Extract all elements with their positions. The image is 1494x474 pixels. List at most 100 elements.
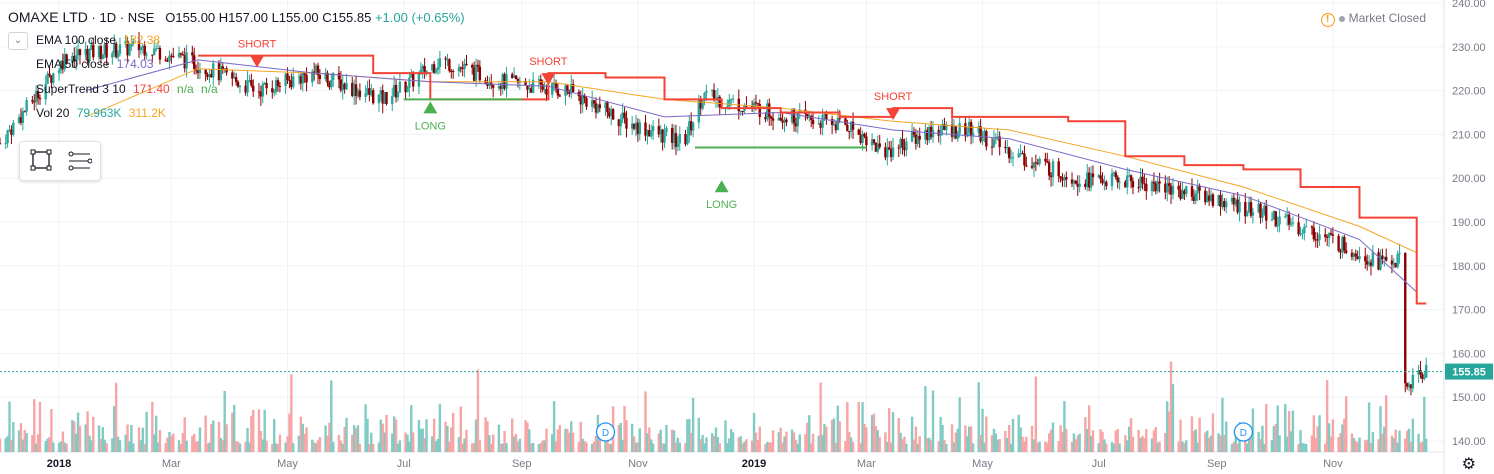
candle-body [417, 73, 421, 87]
volume-bar [783, 436, 786, 452]
market-status[interactable]: ! Market Closed [1320, 11, 1426, 27]
volume-bar [1278, 435, 1281, 452]
candle-body [606, 102, 609, 113]
candle-body [356, 90, 360, 97]
volume-bar [1303, 443, 1306, 452]
volume-bar [265, 440, 268, 452]
volume-bar [198, 427, 202, 452]
candle-body [1318, 234, 1321, 240]
volume-bar [861, 402, 864, 452]
volume-bar [792, 432, 796, 452]
candle-body [958, 123, 961, 134]
volume-bar [558, 424, 562, 452]
candle-body [366, 88, 369, 94]
volume-bar [438, 403, 442, 452]
candle-body [1152, 181, 1156, 184]
symbol-name[interactable]: OMAXE LTD [8, 9, 88, 25]
volume-bar [1011, 418, 1015, 452]
candle-body [316, 65, 320, 76]
candle-body [516, 79, 520, 83]
volume-bar [1398, 430, 1401, 452]
candle-body [339, 79, 343, 91]
volume-bar [65, 443, 68, 452]
legend-ema100[interactable]: EMA 100 close 182.38 [36, 33, 164, 47]
candle-body [1116, 177, 1119, 183]
candle-body [741, 111, 744, 113]
y-tick-label: 150.00 [1452, 392, 1486, 404]
candle-body [945, 124, 948, 131]
candle-body [459, 67, 462, 69]
volume-bar [1074, 439, 1078, 452]
select-rectangle-icon[interactable] [28, 149, 54, 173]
volume-bar [941, 424, 944, 452]
candle-body [994, 137, 998, 140]
legend-ema50[interactable]: EMA 50 close 174.03 [36, 57, 157, 71]
volume-bar [472, 442, 476, 452]
candle-body [463, 63, 466, 69]
volume-bar [750, 440, 754, 452]
volume-bar [396, 443, 400, 452]
candle-body [343, 83, 346, 90]
candle-body [1089, 173, 1093, 188]
candle-body [861, 133, 864, 143]
candle-body [1324, 234, 1327, 237]
volume-bar [916, 443, 919, 452]
candle-body [486, 83, 489, 86]
candle-body [558, 95, 562, 97]
volume-bar [670, 429, 674, 452]
candle-body [684, 134, 687, 145]
x-tick-label: Jul [397, 458, 411, 470]
candle-body [1126, 175, 1129, 188]
volume-bar [1006, 437, 1009, 452]
volume-bar [1038, 441, 1041, 452]
volume-bar [1259, 438, 1262, 452]
volume-bar [130, 424, 133, 452]
candle-body [1350, 252, 1354, 257]
candle-body [610, 109, 613, 117]
volume-bar [1046, 442, 1049, 452]
candle-body [451, 71, 455, 73]
candle-body [731, 98, 735, 100]
warning-icon[interactable]: ! [1320, 13, 1335, 27]
chevron-down-icon[interactable]: ⌄ [8, 32, 28, 50]
volume-bar [408, 441, 411, 452]
long-signal-marker [714, 180, 729, 193]
volume-bar [752, 412, 756, 452]
candle-body [328, 82, 331, 88]
volume-bar [809, 443, 813, 452]
close-label: C [322, 10, 332, 25]
interval[interactable]: 1D [99, 10, 117, 25]
candle-body [526, 85, 529, 90]
candle-body [208, 74, 211, 78]
volume-bar [381, 423, 384, 452]
candle-body [1244, 201, 1247, 217]
volume-bar [1023, 441, 1026, 452]
gear-icon[interactable]: ⚙ [1461, 456, 1476, 473]
candle-body [368, 88, 371, 95]
volume-bar [90, 440, 93, 452]
legend-supertrend[interactable]: SuperTrend 3 10 171.40 n/a n/a [36, 82, 222, 96]
volume-bar [903, 436, 906, 452]
candle-body [324, 72, 327, 79]
menu-lines-icon[interactable] [66, 149, 93, 173]
candle-body [728, 99, 731, 107]
volume-bar [1211, 413, 1215, 452]
legend-volume[interactable]: Vol 20 79.963K 311.2K [36, 106, 170, 120]
volume-bar [650, 439, 653, 452]
candle-body [1285, 214, 1289, 217]
y-tick-label: 240.00 [1452, 0, 1486, 10]
volume-bar [326, 436, 329, 452]
volume-bar [501, 443, 504, 452]
candle-body [764, 117, 767, 120]
volume-bar [385, 414, 388, 452]
candle-body [678, 134, 681, 144]
volume-bar [314, 443, 318, 452]
candle-body [592, 100, 596, 104]
candle-body [1118, 181, 1121, 183]
volume-bar [196, 441, 200, 452]
volume-bar [1381, 433, 1384, 452]
candle-body [756, 103, 760, 105]
candle-body [657, 126, 661, 135]
candle-body [581, 95, 584, 105]
